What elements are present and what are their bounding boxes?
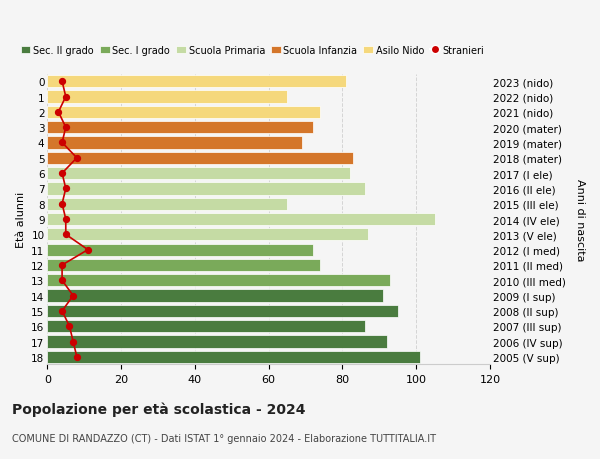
Y-axis label: Età alunni: Età alunni bbox=[16, 191, 26, 247]
Point bbox=[61, 185, 71, 193]
Point bbox=[83, 246, 93, 254]
Point bbox=[57, 277, 67, 284]
Y-axis label: Anni di nascita: Anni di nascita bbox=[575, 179, 585, 261]
Bar bbox=[47, 274, 391, 287]
Bar bbox=[47, 290, 383, 302]
Bar bbox=[47, 122, 313, 134]
Text: COMUNE DI RANDAZZO (CT) - Dati ISTAT 1° gennaio 2024 - Elaborazione TUTTITALIA.I: COMUNE DI RANDAZZO (CT) - Dati ISTAT 1° … bbox=[12, 433, 436, 442]
Bar bbox=[47, 244, 313, 256]
Bar bbox=[47, 168, 350, 180]
Point bbox=[53, 109, 63, 116]
Point bbox=[57, 262, 67, 269]
Point bbox=[57, 201, 67, 208]
Bar bbox=[47, 336, 386, 348]
Point bbox=[68, 292, 78, 300]
Legend: Sec. II grado, Sec. I grado, Scuola Primaria, Scuola Infanzia, Asilo Nido, Stran: Sec. II grado, Sec. I grado, Scuola Prim… bbox=[17, 41, 488, 59]
Point bbox=[57, 170, 67, 177]
Point bbox=[61, 216, 71, 223]
Point bbox=[57, 140, 67, 147]
Text: Popolazione per età scolastica - 2024: Popolazione per età scolastica - 2024 bbox=[12, 402, 305, 416]
Point bbox=[61, 124, 71, 132]
Bar bbox=[47, 106, 320, 119]
Bar bbox=[47, 198, 287, 210]
Bar bbox=[47, 305, 398, 317]
Bar bbox=[47, 213, 434, 226]
Bar bbox=[47, 91, 287, 103]
Point bbox=[61, 94, 71, 101]
Bar bbox=[47, 320, 365, 333]
Bar bbox=[47, 76, 346, 88]
Point bbox=[57, 308, 67, 315]
Bar bbox=[47, 152, 353, 165]
Point bbox=[57, 78, 67, 86]
Point bbox=[61, 231, 71, 239]
Bar bbox=[47, 259, 320, 271]
Point bbox=[65, 323, 74, 330]
Bar bbox=[47, 229, 368, 241]
Bar bbox=[47, 183, 365, 195]
Bar bbox=[47, 137, 302, 149]
Bar bbox=[47, 351, 420, 363]
Point bbox=[72, 155, 82, 162]
Point bbox=[72, 353, 82, 361]
Point bbox=[68, 338, 78, 346]
